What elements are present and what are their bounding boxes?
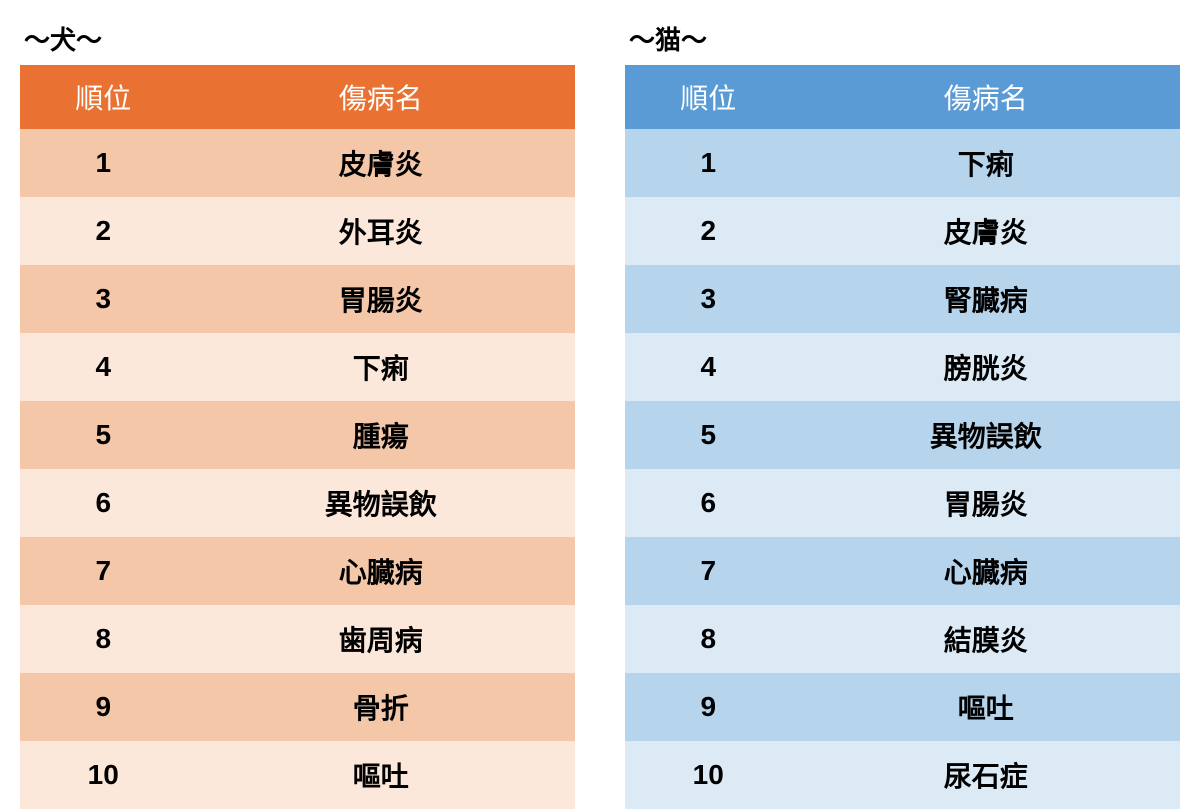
- name-cell: 異物誤飲: [792, 401, 1181, 469]
- rank-cell: 7: [20, 537, 187, 605]
- name-cell: 外耳炎: [187, 197, 576, 265]
- dog-table-title: ～犬～: [20, 20, 575, 57]
- table-row: 3腎臓病: [625, 265, 1180, 333]
- cat-table-body: 1下痢 2皮膚炎 3腎臓病 4膀胱炎 5異物誤飲 6胃腸炎 7心臓病 8結膜炎 …: [625, 129, 1180, 809]
- rank-cell: 5: [20, 401, 187, 469]
- dog-table-wrapper: ～犬～ 順位 傷病名 1皮膚炎 2外耳炎 3胃腸炎 4下痢 5腫瘍 6異物誤飲 …: [20, 20, 575, 809]
- table-row: 5腫瘍: [20, 401, 575, 469]
- name-cell: 下痢: [792, 129, 1181, 197]
- table-row: 4下痢: [20, 333, 575, 401]
- name-cell: 骨折: [187, 673, 576, 741]
- rank-cell: 1: [625, 129, 792, 197]
- table-row: 9骨折: [20, 673, 575, 741]
- rank-cell: 2: [20, 197, 187, 265]
- cat-table-header-row: 順位 傷病名: [625, 65, 1180, 129]
- dog-table-header-row: 順位 傷病名: [20, 65, 575, 129]
- table-row: 6異物誤飲: [20, 469, 575, 537]
- name-cell: 皮膚炎: [792, 197, 1181, 265]
- name-cell: 歯周病: [187, 605, 576, 673]
- table-row: 8歯周病: [20, 605, 575, 673]
- name-cell: 胃腸炎: [187, 265, 576, 333]
- rank-cell: 2: [625, 197, 792, 265]
- table-row: 5異物誤飲: [625, 401, 1180, 469]
- dog-table: 順位 傷病名 1皮膚炎 2外耳炎 3胃腸炎 4下痢 5腫瘍 6異物誤飲 7心臓病…: [20, 65, 575, 809]
- table-row: 9嘔吐: [625, 673, 1180, 741]
- rank-cell: 6: [625, 469, 792, 537]
- rank-cell: 8: [625, 605, 792, 673]
- tables-container: ～犬～ 順位 傷病名 1皮膚炎 2外耳炎 3胃腸炎 4下痢 5腫瘍 6異物誤飲 …: [20, 20, 1180, 809]
- rank-cell: 1: [20, 129, 187, 197]
- name-cell: 心臓病: [187, 537, 576, 605]
- rank-cell: 8: [20, 605, 187, 673]
- table-row: 4膀胱炎: [625, 333, 1180, 401]
- rank-cell: 9: [625, 673, 792, 741]
- name-cell: 心臓病: [792, 537, 1181, 605]
- table-row: 7心臓病: [20, 537, 575, 605]
- dog-table-body: 1皮膚炎 2外耳炎 3胃腸炎 4下痢 5腫瘍 6異物誤飲 7心臓病 8歯周病 9…: [20, 129, 575, 809]
- name-cell: 嘔吐: [792, 673, 1181, 741]
- rank-cell: 5: [625, 401, 792, 469]
- cat-header-rank: 順位: [625, 65, 792, 129]
- name-cell: 異物誤飲: [187, 469, 576, 537]
- name-cell: 下痢: [187, 333, 576, 401]
- table-row: 10嘔吐: [20, 741, 575, 809]
- cat-table: 順位 傷病名 1下痢 2皮膚炎 3腎臓病 4膀胱炎 5異物誤飲 6胃腸炎 7心臓…: [625, 65, 1180, 809]
- cat-table-wrapper: ～猫～ 順位 傷病名 1下痢 2皮膚炎 3腎臓病 4膀胱炎 5異物誤飲 6胃腸炎…: [625, 20, 1180, 809]
- cat-header-name: 傷病名: [792, 65, 1181, 129]
- rank-cell: 10: [20, 741, 187, 809]
- table-row: 2外耳炎: [20, 197, 575, 265]
- table-row: 10尿石症: [625, 741, 1180, 809]
- rank-cell: 7: [625, 537, 792, 605]
- name-cell: 尿石症: [792, 741, 1181, 809]
- name-cell: 皮膚炎: [187, 129, 576, 197]
- rank-cell: 9: [20, 673, 187, 741]
- table-row: 2皮膚炎: [625, 197, 1180, 265]
- name-cell: 嘔吐: [187, 741, 576, 809]
- rank-cell: 3: [20, 265, 187, 333]
- name-cell: 膀胱炎: [792, 333, 1181, 401]
- name-cell: 腎臓病: [792, 265, 1181, 333]
- name-cell: 胃腸炎: [792, 469, 1181, 537]
- table-row: 8結膜炎: [625, 605, 1180, 673]
- table-row: 3胃腸炎: [20, 265, 575, 333]
- rank-cell: 6: [20, 469, 187, 537]
- cat-table-title: ～猫～: [625, 20, 1180, 57]
- dog-header-rank: 順位: [20, 65, 187, 129]
- rank-cell: 4: [625, 333, 792, 401]
- table-row: 7心臓病: [625, 537, 1180, 605]
- name-cell: 結膜炎: [792, 605, 1181, 673]
- rank-cell: 3: [625, 265, 792, 333]
- rank-cell: 4: [20, 333, 187, 401]
- table-row: 1下痢: [625, 129, 1180, 197]
- table-row: 6胃腸炎: [625, 469, 1180, 537]
- name-cell: 腫瘍: [187, 401, 576, 469]
- rank-cell: 10: [625, 741, 792, 809]
- dog-header-name: 傷病名: [187, 65, 576, 129]
- table-row: 1皮膚炎: [20, 129, 575, 197]
